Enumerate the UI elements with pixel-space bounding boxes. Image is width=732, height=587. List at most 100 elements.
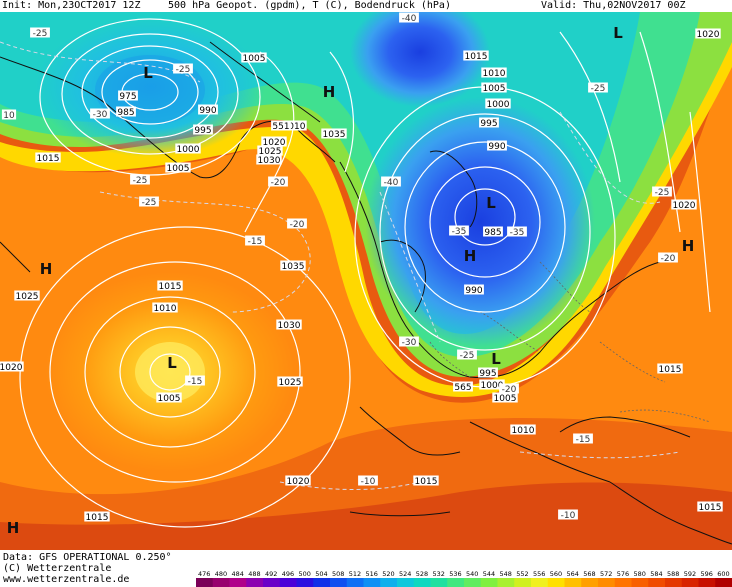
yellow-band [0, 32, 732, 397]
isobar-label-box [478, 367, 498, 378]
isobar-label-box [485, 98, 511, 109]
colorbar-swatch [212, 578, 230, 587]
isobar-label: 1035 [323, 130, 346, 140]
isobar-label-box [671, 199, 697, 210]
isobar-label: 1025 [16, 292, 39, 302]
isotherm-label-box [245, 235, 265, 246]
colorbar-swatch [413, 578, 431, 587]
isotherm-label: -35 [510, 228, 525, 238]
colorbar-swatch [430, 578, 448, 587]
colorbar-swatch [363, 578, 381, 587]
isobar-label-box [241, 52, 267, 63]
isobar-label-box [256, 154, 282, 165]
isobar-label: 990 [488, 142, 505, 152]
isobar-label: 1015 [415, 477, 438, 487]
colorbar-tick: 548 [500, 570, 512, 578]
isotherm-label-box [381, 176, 401, 187]
isobar-label-box [481, 82, 507, 93]
isobar-label-box [257, 145, 283, 156]
colorbar-swatch [698, 578, 716, 587]
isobar-label: 1020 [673, 201, 696, 211]
colorbar-swatch [196, 578, 214, 587]
isotherm-label: -25 [591, 84, 606, 94]
colorbar-tick: 572 [600, 570, 612, 578]
isobar-label-box [510, 424, 536, 435]
colorbar-swatch [531, 578, 549, 587]
isobar-label: 990 [199, 106, 216, 116]
isotherm-label: 10 [3, 111, 15, 121]
isobar-label: 1030 [258, 156, 281, 166]
isobar-label-box [285, 475, 311, 486]
coastlines [0, 41, 732, 545]
isotherm-label: -30 [402, 338, 417, 348]
colorbar-tick: 596 [701, 570, 713, 578]
isobar-label-box [261, 136, 287, 147]
isotherm-label: -20 [502, 385, 517, 395]
isobar-label: 985 [484, 228, 501, 238]
colorbar-swatch [464, 578, 482, 587]
isotherm-label: -40 [384, 178, 399, 188]
high-pressure-marker: H [323, 83, 336, 101]
colorbar-tick: 560 [550, 570, 562, 578]
data-source: Data: GFS OPERATIONAL 0.250° [3, 552, 172, 563]
isotherm-label-box [30, 27, 50, 38]
low-pressure-marker: L [491, 350, 501, 368]
central-low-fill [365, 97, 595, 347]
isobar-label-box [118, 90, 138, 101]
isobar-label-box [193, 124, 213, 135]
pressure-centers: L H L H L L H H L H [7, 24, 695, 537]
country-borders [429, 261, 711, 423]
isobar-label-box [413, 475, 439, 486]
colorbar-swatch [263, 578, 281, 587]
isobar-label-box [14, 290, 40, 301]
isotherm-label: -10 [361, 477, 376, 487]
colorbar-swatch [380, 578, 398, 587]
colorbar: 476 480 484 488 492 496 500 504 508 512 516 520 524 5… [196, 570, 732, 587]
colorbar-tick: 512 [349, 570, 361, 578]
isotherm-label: -15 [576, 435, 591, 445]
colorbar-swatch [631, 578, 649, 587]
isobar-label: 1010 [283, 122, 306, 132]
high-pressure-marker: H [464, 247, 477, 265]
isotherm-label: -25 [133, 176, 148, 186]
colorbar-swatch [598, 578, 616, 587]
map-footer: Data: GFS OPERATIONAL 0.250° (C) Wetterz… [0, 550, 732, 587]
isobar-label-box [35, 152, 61, 163]
isobar-label: 1030 [278, 321, 301, 331]
isotherm-label-box [558, 509, 578, 520]
isobar-label-box [277, 376, 303, 387]
isobar-label: 1035 [282, 262, 305, 272]
isobar-label-box [276, 319, 302, 330]
parameter-description: 500 hPa Geopot. (gpdm), T (C), Bodendruc… [168, 0, 451, 11]
colorbar-swatch [581, 578, 599, 587]
colorbar-swatch [497, 578, 515, 587]
isobar-label: 1020 [697, 30, 720, 40]
low-pressure-marker: L [143, 64, 153, 82]
isotherm-label-box [457, 349, 477, 360]
low-pressure-marker: L [613, 24, 623, 42]
isobar-label-box [487, 140, 507, 151]
isotherm-label: -25 [655, 188, 670, 198]
isotherm-label-box [399, 336, 419, 347]
colorbar-tick: 504 [315, 570, 327, 578]
isotherm-label-box [499, 383, 519, 394]
colorbar-swatch [564, 578, 582, 587]
isobar-label: 1015 [86, 513, 109, 523]
colorbar-swatch [447, 578, 465, 587]
colorbar-swatch [246, 578, 264, 587]
isobar-label: 1010 [483, 69, 506, 79]
isotherm-label: -15 [248, 237, 263, 247]
atlantic-high-core [135, 342, 205, 402]
colorbar-tick: 544 [483, 570, 495, 578]
temperature-labels: -25 -25 -30 -25 -25 -20 -20 -15 -15 -40 -40 -35 -35 -… [1, 12, 678, 521]
isobar-label-box [492, 392, 518, 403]
isobar-label: 990 [465, 286, 482, 296]
website-link[interactable]: www.wetterzentrale.de [3, 574, 130, 585]
isotherm-label-box [652, 186, 672, 197]
isobar-label-box [483, 226, 503, 237]
colorbar-tick: 484 [232, 570, 244, 578]
colorbar-swatch [648, 578, 666, 587]
isobar-label: 995 [194, 126, 211, 136]
isotherm-label: -10 [561, 511, 576, 521]
isobar-label: 1010 [154, 304, 177, 314]
